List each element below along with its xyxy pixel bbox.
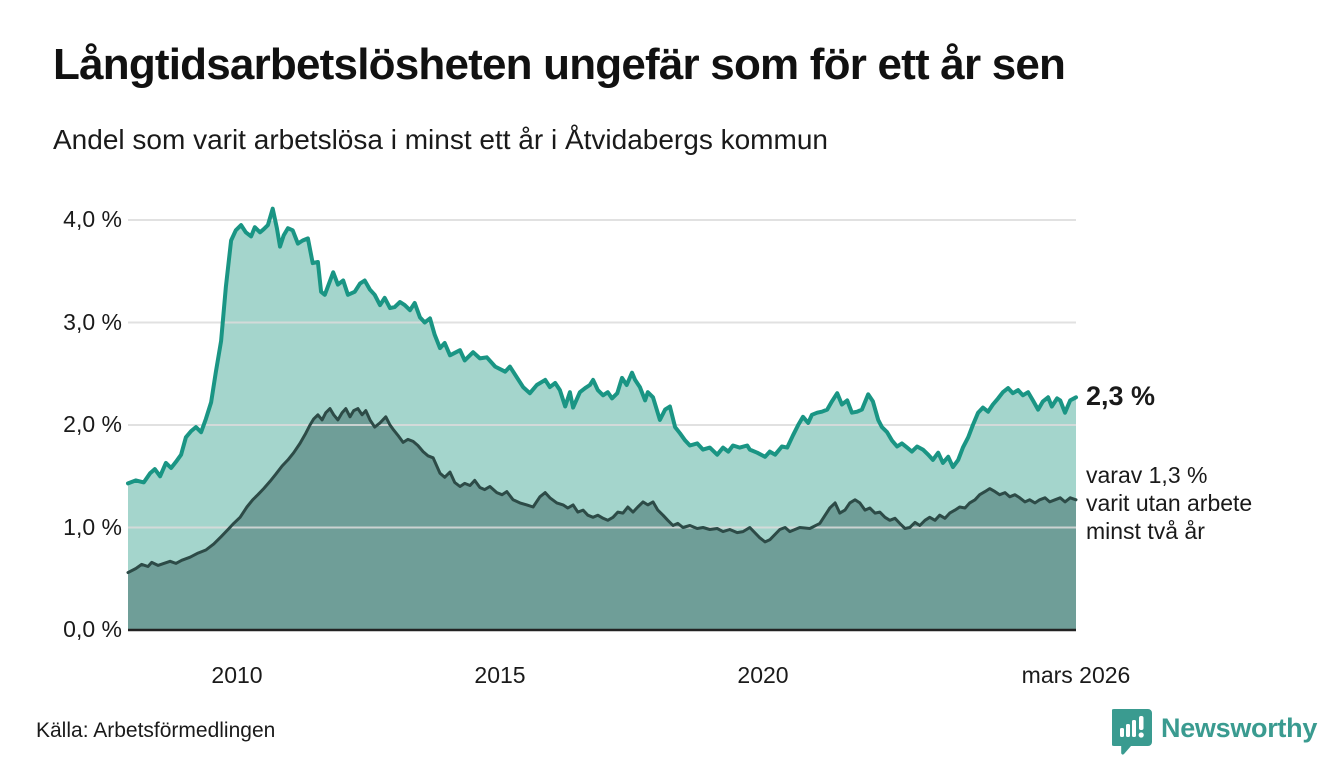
page-subtitle: Andel som varit arbetslösa i minst ett å… xyxy=(53,124,828,155)
y-tick-label: 0,0 % xyxy=(63,616,122,642)
sub-series-annotation: varav 1,3 % varit utan arbete minst två … xyxy=(1086,461,1252,545)
sub-annotation-line-3: minst två år xyxy=(1086,518,1205,544)
y-tick-label: 2,0 % xyxy=(63,411,122,437)
y-tick-label: 1,0 % xyxy=(63,513,122,540)
x-tick-label: 2015 xyxy=(474,662,526,688)
page-title: Långtidsarbetslösheten ungefär som för e… xyxy=(53,40,1066,89)
x-tick-label: mars 2026 xyxy=(1021,662,1131,688)
newsworthy-icon xyxy=(1110,708,1152,755)
sub-annotation-line-1: varav 1,3 % xyxy=(1086,462,1208,488)
minst-ett-ar-line xyxy=(126,206,1078,486)
minst-tva-ar-line xyxy=(126,407,1078,575)
source-credit: Källa: Arbetsförmedlingen xyxy=(36,719,276,742)
brand-logo: Newsworthy xyxy=(1110,708,1318,755)
sub-annotation-line-2: varit utan arbete xyxy=(1086,490,1253,516)
latest-value-label: 2,3 % xyxy=(1086,381,1156,411)
y-tick-label: 3,0 % xyxy=(63,308,122,335)
x-tick-label: 2020 xyxy=(737,662,789,688)
y-tick-label: 4,0 % xyxy=(63,206,122,232)
x-tick-label: 2010 xyxy=(211,662,263,688)
brand-name: Newsworthy xyxy=(1161,713,1318,743)
